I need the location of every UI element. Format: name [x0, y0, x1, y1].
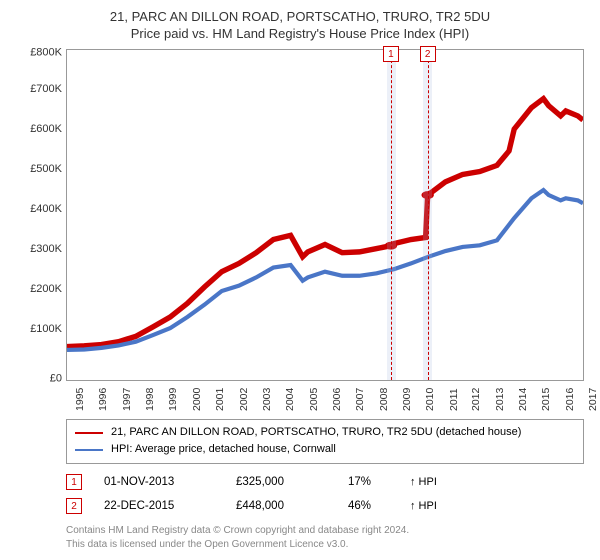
plot-row: £800K £700K £600K £500K £400K £300K £200K £100K…	[16, 49, 584, 381]
sale-marker-icon: 2	[66, 498, 82, 514]
sale-date: 01-NOV-2013	[104, 476, 214, 488]
y-tick-label: £700K	[16, 83, 62, 95]
sale-vline	[428, 50, 429, 380]
y-tick-label: £0	[16, 372, 62, 384]
legend-label: 21, PARC AN DILLON ROAD, PORTSCATHO, TRU…	[111, 424, 521, 442]
legend-label: HPI: Average price, detached house, Corn…	[111, 441, 336, 459]
y-tick-label: £600K	[16, 123, 62, 135]
legend-row: HPI: Average price, detached house, Corn…	[75, 441, 575, 459]
sale-marker-icon: 1	[66, 474, 82, 490]
y-tick-label: £300K	[16, 243, 62, 255]
y-tick-label: £200K	[16, 283, 62, 295]
series-line	[67, 99, 583, 347]
legend-row: 21, PARC AN DILLON ROAD, PORTSCATHO, TRU…	[75, 424, 575, 442]
chart-subtitle: Price paid vs. HM Land Registry's House …	[16, 26, 584, 41]
sale-pct: 17%	[348, 476, 388, 488]
sale-vs-hpi: ↑ HPI	[410, 500, 437, 512]
price-chart-container: 21, PARC AN DILLON ROAD, PORTSCATHO, TRU…	[0, 0, 600, 560]
sale-date: 22-DEC-2015	[104, 500, 214, 512]
sale-price: £325,000	[236, 476, 326, 488]
footer-attribution: Contains HM Land Registry data © Crown c…	[66, 524, 584, 552]
chart-svg	[67, 50, 583, 380]
footer-line1: Contains HM Land Registry data © Crown c…	[66, 524, 584, 538]
sale-row: 2 22-DEC-2015 £448,000 46% ↑ HPI	[66, 494, 584, 518]
footer-line2: This data is licensed under the Open Gov…	[66, 538, 584, 552]
chart-title: 21, PARC AN DILLON ROAD, PORTSCATHO, TRU…	[16, 8, 584, 26]
plot-area: 12	[66, 49, 584, 381]
legend-swatch	[75, 432, 103, 434]
legend: 21, PARC AN DILLON ROAD, PORTSCATHO, TRU…	[66, 419, 584, 464]
series-line	[67, 190, 583, 350]
sale-row: 1 01-NOV-2013 £325,000 17% ↑ HPI	[66, 470, 584, 494]
x-axis: 1995199619971998199920002001200220032004…	[66, 381, 584, 413]
y-tick-label: £800K	[16, 47, 62, 59]
x-tick-label: 2017	[587, 387, 600, 410]
legend-swatch	[75, 449, 103, 451]
sale-vs-hpi: ↑ HPI	[410, 476, 437, 488]
y-tick-label: £100K	[16, 323, 62, 335]
y-tick-label: £400K	[16, 203, 62, 215]
sale-marker-label: 2	[420, 46, 436, 62]
sale-vline	[391, 50, 392, 380]
y-axis: £800K £700K £600K £500K £400K £300K £200K £100K…	[16, 49, 66, 381]
sale-pct: 46%	[348, 500, 388, 512]
y-tick-label: £500K	[16, 163, 62, 175]
sale-price: £448,000	[236, 500, 326, 512]
sale-marker-label: 1	[383, 46, 399, 62]
sales-table: 1 01-NOV-2013 £325,000 17% ↑ HPI 2 22-DEC-2015…	[66, 470, 584, 518]
